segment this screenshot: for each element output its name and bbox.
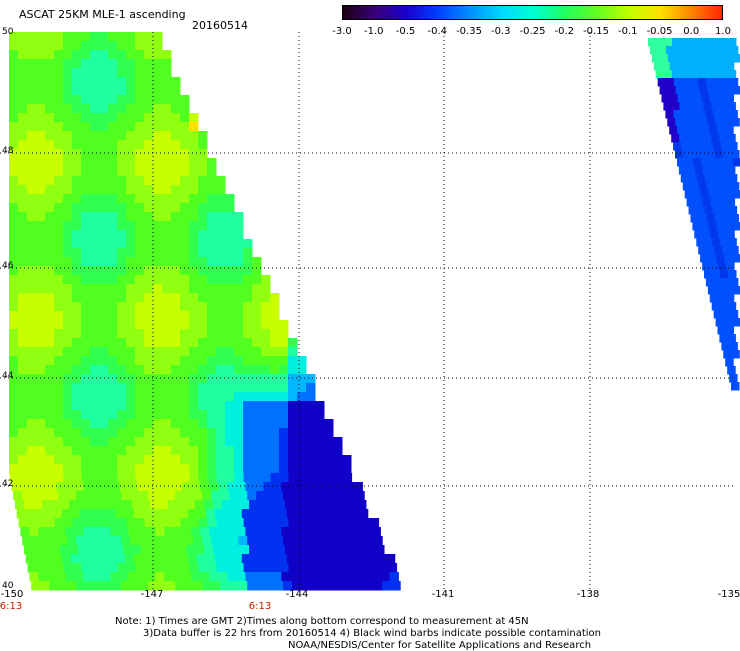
lat-label-42: 42 — [2, 479, 14, 489]
lon-label--150: -150 — [0, 589, 24, 600]
lon-label--147: -147 — [140, 589, 164, 600]
chart-title: ASCAT 25KM MLE-1 ascending — [19, 8, 186, 21]
chart-date: 20160514 — [192, 19, 248, 32]
colorbar-tick-label: -0.25 — [519, 26, 546, 37]
note-line-2: 3)Data buffer is 22 hrs from 20160514 4)… — [143, 628, 601, 639]
lon-label--135: -135 — [717, 589, 740, 600]
lat-label-44: 44 — [2, 371, 14, 381]
swath-east — [648, 38, 740, 391]
time-label-1: 6:13 — [0, 601, 23, 612]
time-label-2: 6:13 — [248, 601, 272, 612]
colorbar-tick-label: -0.3 — [490, 26, 511, 37]
swath-west — [9, 32, 401, 591]
lat-label-50: 50 — [2, 27, 14, 37]
colorbar-tick-label: -3.0 — [332, 26, 352, 37]
colorbar-tick-label: -0.15 — [583, 26, 609, 37]
colorbar-tick-label: -0.2 — [554, 26, 575, 37]
colorbar-tick-label: -0.5 — [395, 26, 416, 37]
lon-label--144: -144 — [285, 589, 309, 600]
lat-label-48: 48 — [2, 146, 14, 156]
grid-lines — [0, 32, 733, 590]
colorbar-ticks: -3.0 -1.0 -0.5 -0.4 -0.35 -0.3 -0.25 -0.2 -0.15-… — [332, 26, 732, 38]
lat-label-40: 40 — [2, 581, 14, 591]
colorbar-tick-label: 1.0 — [715, 26, 731, 37]
lon-label--138: -138 — [576, 589, 600, 600]
colorbar-tick-label: 0.0 — [683, 26, 700, 37]
colorbar — [342, 5, 723, 20]
note-line-1: Note: 1) Times are GMT 2)Times along bot… — [115, 616, 529, 627]
note-line-3: NOAA/NESDIS/Center for Satellite Applica… — [288, 640, 592, 651]
colorbar-tick-label: -0.4 — [427, 26, 448, 37]
colorbar-gradient — [343, 6, 722, 19]
lat-label-46: 46 — [2, 261, 14, 271]
colorbar-tick-label: -1.0 — [363, 26, 384, 37]
colorbar-tick-label: -0.35 — [456, 26, 482, 37]
colorbar-tick-label: -0.1 — [617, 26, 638, 37]
lon-label--141: -141 — [431, 589, 455, 600]
colorbar-tick-label: -0.05 — [646, 26, 673, 37]
